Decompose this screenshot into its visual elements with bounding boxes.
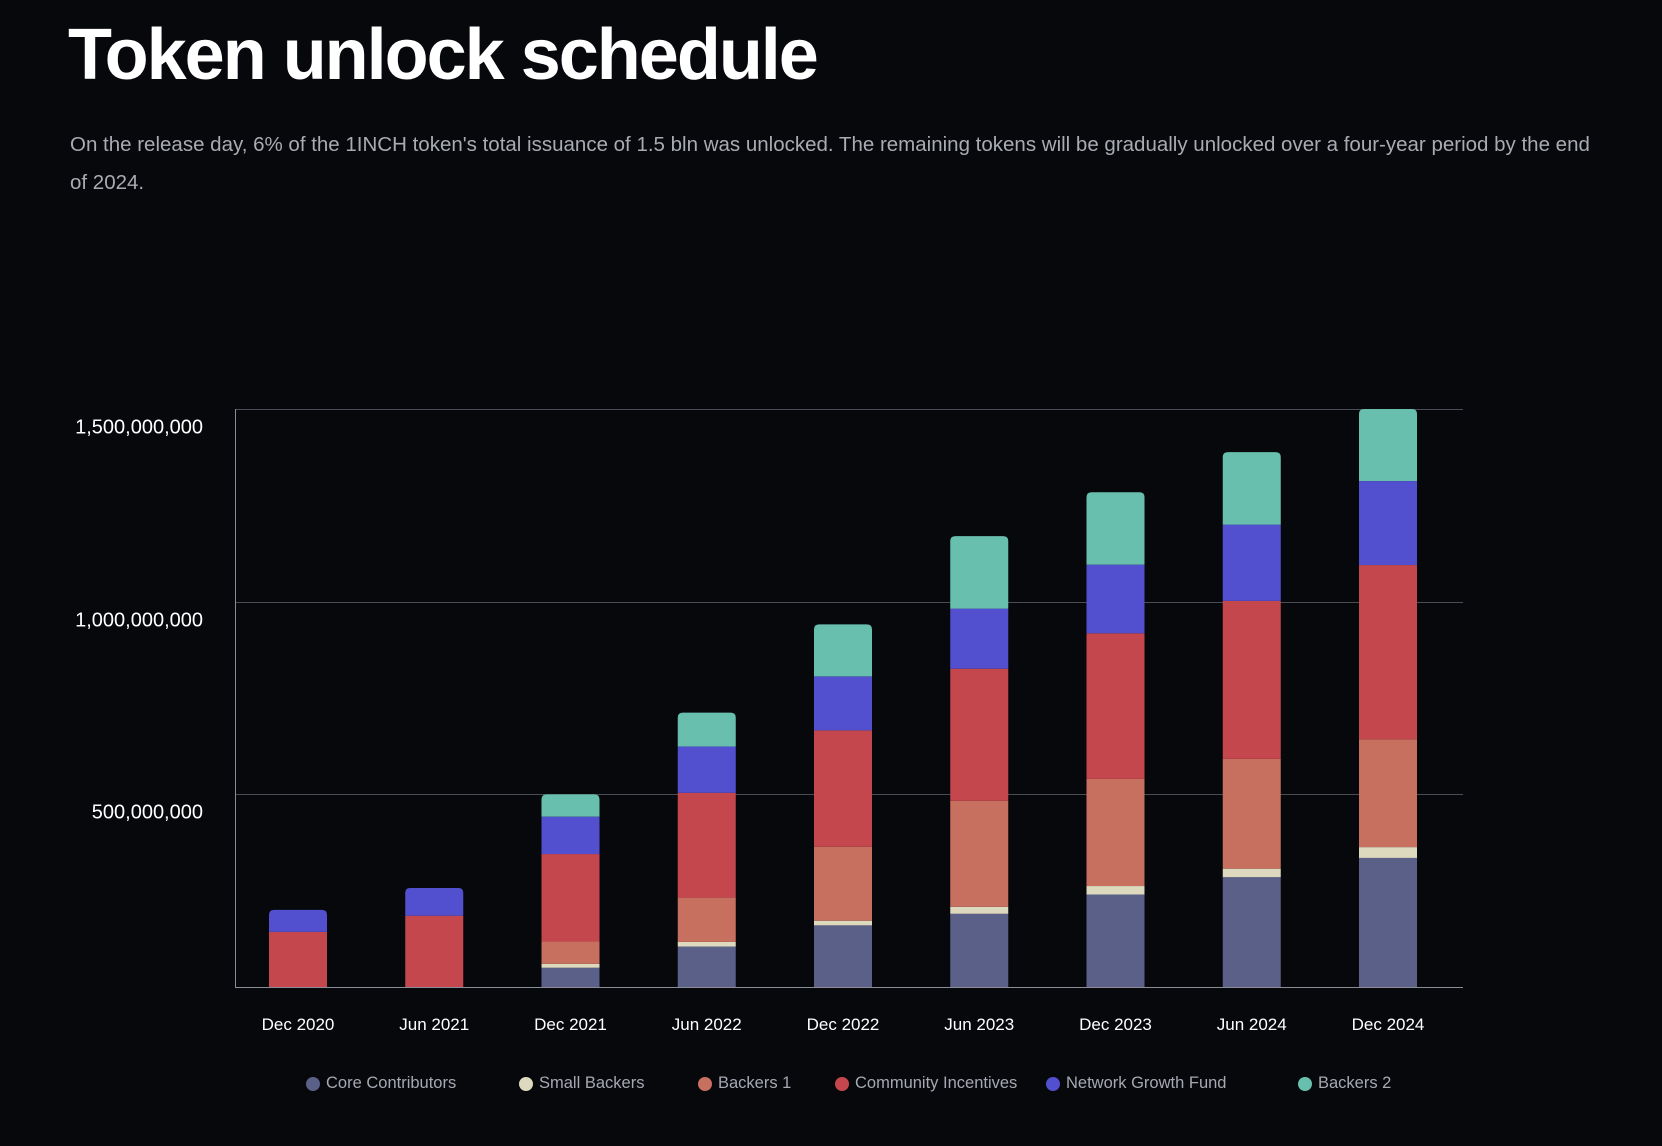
bar-segment (1359, 481, 1417, 566)
bar-segment (1359, 409, 1417, 482)
bar-segment (814, 676, 872, 731)
bar-segment (677, 746, 736, 793)
legend-label: Core Contributors (326, 1074, 457, 1092)
bar-segment (1359, 847, 1417, 858)
legend-swatch (306, 1076, 320, 1091)
legend-swatch (1298, 1076, 1312, 1091)
bar-segment (1222, 758, 1281, 869)
bar-segment (1086, 778, 1145, 887)
legend-label: Backers 1 (718, 1074, 792, 1092)
bar-segment (541, 794, 600, 817)
page-subtitle: On the release day, 6% of the 1INCH toke… (70, 133, 1590, 194)
legend-label: Small Backers (539, 1074, 645, 1092)
legend-label: Network Growth Fund (1066, 1074, 1227, 1092)
bar-segment (541, 854, 600, 942)
legend-swatch (698, 1076, 712, 1091)
bar-segment (677, 941, 736, 947)
bar-segment (1359, 857, 1417, 987)
bar-segment (1086, 894, 1145, 987)
y-tick-label: 500,000,000 (92, 802, 203, 824)
bar-segment (541, 963, 600, 968)
y-tick-label: 1,500,000,000 (75, 417, 203, 439)
bar-segment (269, 909, 327, 932)
legend-label: Community Incentives (855, 1074, 1018, 1092)
bar-segment (269, 931, 327, 987)
bar-segment (1086, 492, 1145, 565)
bar-segment (950, 608, 1009, 669)
bar-segment (950, 800, 1009, 907)
x-tick-label: Jun 2024 (1217, 1015, 1287, 1034)
legend-swatch (835, 1076, 849, 1091)
bar-segment (1222, 600, 1281, 759)
bar-segment (814, 624, 872, 677)
bar-segment (950, 668, 1009, 801)
bar-segment (677, 792, 736, 898)
bar-segment (1222, 524, 1281, 601)
x-tick-label: Dec 2020 (262, 1015, 335, 1034)
legend-label: Backers 2 (1318, 1074, 1392, 1092)
bar-segment (1222, 452, 1281, 525)
x-tick-label: Dec 2022 (807, 1015, 880, 1034)
x-tick-label: Jun 2022 (672, 1015, 742, 1034)
bar-segment (1086, 886, 1145, 895)
bar-segment (950, 913, 1009, 987)
x-tick-label: Dec 2023 (1079, 1015, 1152, 1034)
x-tick-label: Dec 2021 (534, 1015, 607, 1034)
bar-segment (814, 846, 872, 921)
legend-item[interactable]: Core Contributors (306, 1074, 456, 1093)
bar-segment (814, 920, 872, 926)
x-tick-label: Jun 2021 (399, 1015, 469, 1034)
bar-segment (950, 536, 1009, 609)
page-title: Token unlock schedule (68, 15, 819, 95)
bar-segment (541, 941, 600, 964)
x-tick-label: Dec 2024 (1352, 1015, 1425, 1034)
legend-item[interactable]: Small Backers (519, 1074, 644, 1093)
legend-item[interactable]: Backers 1 (698, 1074, 791, 1093)
bar-segment (1086, 633, 1145, 779)
bar-segment (1359, 565, 1417, 740)
bar-segment (541, 967, 600, 987)
bar-segment (541, 816, 600, 855)
y-tick-label: 1,000,000,000 (75, 610, 203, 632)
bar-segment (405, 887, 464, 916)
legend-item[interactable]: Community Incentives (835, 1074, 1017, 1093)
bar-segment (677, 712, 736, 747)
bar-segment (1222, 868, 1281, 878)
legend-swatch (519, 1076, 533, 1091)
bar-segment (1222, 877, 1281, 987)
bar-segment (677, 946, 736, 987)
bar-segment (814, 730, 872, 847)
legend-swatch (1046, 1076, 1060, 1091)
bar-segment (1359, 739, 1417, 848)
bar-segment (814, 925, 872, 987)
bar-segment (1086, 564, 1145, 634)
legend-item[interactable]: Backers 2 (1298, 1074, 1391, 1093)
x-tick-label: Jun 2023 (944, 1015, 1014, 1034)
legend-item[interactable]: Network Growth Fund (1046, 1074, 1226, 1093)
bar-segment (950, 906, 1009, 914)
bar-segment (677, 897, 736, 942)
bar-segment (405, 915, 464, 987)
